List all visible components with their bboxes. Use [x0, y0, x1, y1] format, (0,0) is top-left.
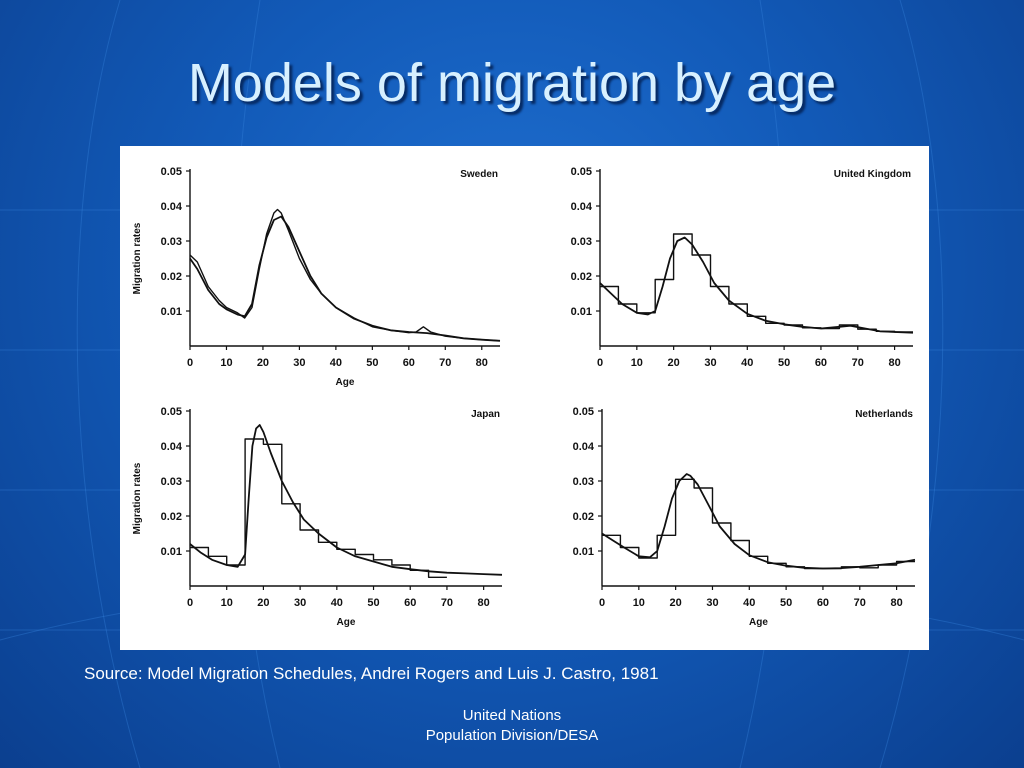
chart-3-x-axis-label: Age	[749, 617, 768, 628]
chart-2-y-tick-label: 0.02	[161, 511, 182, 523]
chart-2-series-1-line	[189, 424, 503, 576]
chart-3-x-tick-label: 40	[743, 597, 755, 609]
chart-2-y-tick-label: 0.01	[161, 546, 182, 558]
chart-1-y-tick-label: 0.02	[571, 271, 592, 283]
chart-1-country-label: United Kingdom	[834, 169, 911, 180]
footer-organization: United Nations	[462, 707, 562, 724]
chart-0-y-tick-label: 0.05	[161, 166, 182, 178]
chart-3-x-tick-label: 10	[633, 597, 645, 609]
chart-3-y-tick-label: 0.03	[573, 476, 594, 488]
migration-charts: 0.01 0.02 0.03 0.04 0.05 0 10 20 30 40 50 60 70 80 Swe…	[132, 166, 916, 628]
chart-0-y-tick-label: 0.04	[161, 201, 183, 213]
chart-1-x-tick-label: 70	[852, 357, 864, 369]
chart-3-y-tick-label: 0.01	[573, 546, 594, 558]
chart-0-y-tick-label: 0.02	[161, 271, 182, 283]
chart-0-y-tick-label: 0.03	[161, 236, 182, 248]
chart-3-x-tick-label: 20	[670, 597, 682, 609]
chart-1-x-tick-label: 60	[815, 357, 827, 369]
chart-1-x-tick-label: 80	[888, 357, 900, 369]
chart-3-y-tick-label: 0.02	[573, 511, 594, 523]
chart-3-x-tick-label: 70	[854, 597, 866, 609]
chart-1-x-tick-label: 0	[597, 357, 603, 369]
chart-3-x-tick-label: 0	[599, 597, 605, 609]
chart-2-x-tick-label: 80	[478, 597, 490, 609]
chart-0-series-1-line	[189, 215, 501, 342]
chart-1-x-tick-label: 50	[778, 357, 790, 369]
chart-3-x-tick-label: 60	[817, 597, 829, 609]
chart-2-x-tick-label: 30	[294, 597, 306, 609]
footer-division: Population Division/DESA	[425, 727, 599, 744]
chart-3-x-tick-label: 80	[890, 597, 902, 609]
chart-3-series-1-line	[601, 473, 916, 570]
chart-1-x-tick-label: 20	[668, 357, 680, 369]
chart-2-y-tick-label: 0.04	[161, 441, 183, 453]
chart-1-x-tick-label: 40	[741, 357, 753, 369]
chart-0-y-tick-label: 0.01	[161, 306, 182, 318]
chart-0-y-axis-label: Migration rates	[132, 222, 143, 294]
chart-2-country-label: Japan	[471, 409, 500, 420]
chart-1-y-tick-label: 0.04	[571, 201, 593, 213]
chart-0-x-tick-label: 70	[439, 357, 451, 369]
chart-1-y-tick-label: 0.05	[571, 166, 592, 178]
chart-2-x-tick-label: 50	[367, 597, 379, 609]
slide-title: Models of migration by age	[187, 53, 837, 113]
chart-3-x-tick-label: 30	[706, 597, 718, 609]
chart-2-series-0-line	[190, 438, 447, 578]
chart-3-x-tick-label: 50	[780, 597, 792, 609]
chart-2-y-axis-label: Migration rates	[132, 462, 143, 534]
chart-2-x-tick-label: 40	[331, 597, 343, 609]
chart-0-x-tick-label: 50	[366, 357, 378, 369]
chart-0-x-tick-label: 0	[187, 357, 193, 369]
source-citation: Source: Model Migration Schedules, Andre…	[84, 664, 659, 683]
chart-2-x-tick-label: 0	[187, 597, 193, 609]
chart-1-y-tick-label: 0.01	[571, 306, 592, 318]
chart-0-x-tick-label: 60	[403, 357, 415, 369]
chart-1-series-1-line	[599, 236, 914, 334]
chart-2-x-tick-label: 60	[404, 597, 416, 609]
chart-2-y-tick-label: 0.03	[161, 476, 182, 488]
chart-2-y-tick-label: 0.05	[161, 406, 182, 418]
chart-1-y-tick-label: 0.03	[571, 236, 592, 248]
chart-3-series-0-line	[602, 478, 915, 570]
chart-0-x-tick-label: 30	[293, 357, 305, 369]
chart-3-y-tick-label: 0.05	[573, 406, 594, 418]
chart-0-x-tick-label: 10	[220, 357, 232, 369]
chart-3-y-tick-label: 0.04	[573, 441, 595, 453]
chart-2-x-tick-label: 20	[257, 597, 269, 609]
chart-0-series-0-line	[189, 208, 501, 342]
chart-2-x-axis-label: Age	[337, 617, 356, 628]
footer: United Nations Population Division/DESA	[0, 706, 1024, 746]
chart-0-x-tick-label: 80	[476, 357, 488, 369]
chart-0-x-axis-label: Age	[336, 377, 355, 388]
chart-1-x-tick-label: 10	[631, 357, 643, 369]
chart-2-x-tick-label: 10	[221, 597, 233, 609]
chart-0-x-tick-label: 40	[330, 357, 342, 369]
chart-0-country-label: Sweden	[460, 169, 498, 180]
chart-panel: 0.01 0.02 0.03 0.04 0.05 0 10 20 30 40 50 60 70 80 Swe…	[120, 146, 929, 650]
chart-1-x-tick-label: 30	[704, 357, 716, 369]
chart-0-x-tick-label: 20	[257, 357, 269, 369]
chart-2-x-tick-label: 70	[441, 597, 453, 609]
chart-3-country-label: Netherlands	[855, 409, 913, 420]
